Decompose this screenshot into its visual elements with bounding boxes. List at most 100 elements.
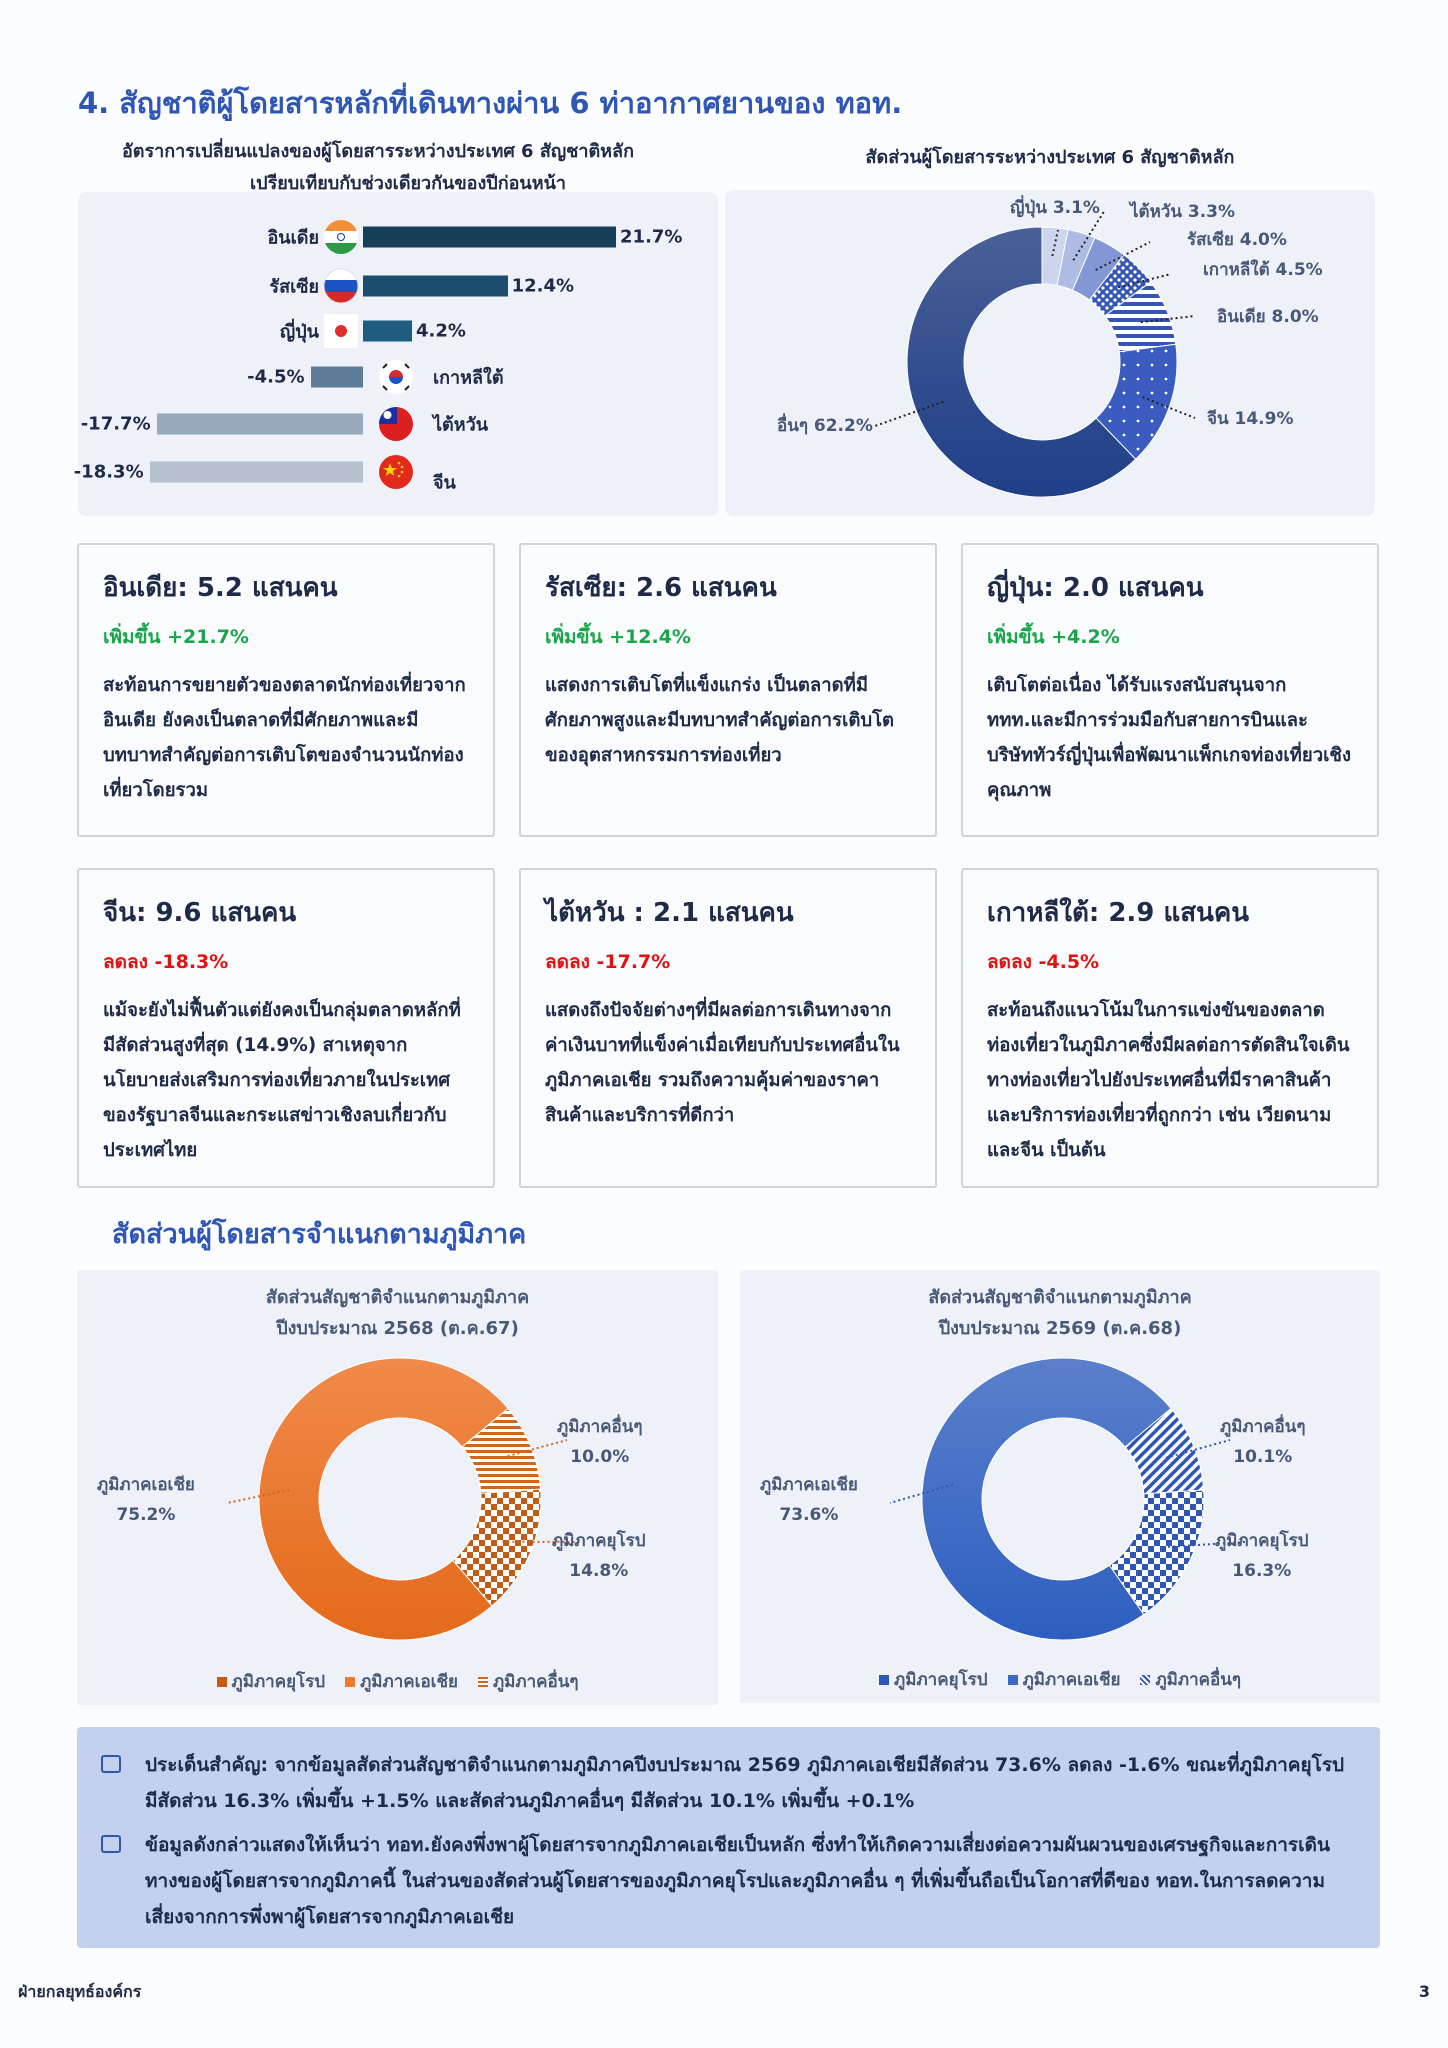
donut-legend: ภูมิภาคยุโรป ภูมิภาคเอเชีย ภูมิภาคอื่นๆ [77, 1668, 718, 1695]
bar-value-label: -18.3% [73, 461, 144, 483]
card-title: อินเดีย: 5.2 แสนคน [103, 573, 338, 603]
bar-chart-panel: 21.7% อินเดีย 12.4% รัสเซีย 4.2% ญี่ปุ่น -4.5%… [74, 192, 718, 516]
leader-line [226, 1489, 290, 1504]
card-title: จีน: 9.6 แสนคน [103, 898, 297, 928]
donut-label: ญี่ปุ่น 3.1% [1010, 198, 1100, 218]
donut-label: เกาหลีใต้ 4.5% [1203, 260, 1323, 280]
card-change: เพิ่มขึ้น +21.7% [103, 626, 249, 648]
bar-category-label: เกาหลีใต้ [433, 367, 504, 389]
card-body: สะท้อนการขยายตัวของตลาดนักท่องเที่ยวจากอ… [103, 675, 466, 801]
donut-label: ภูมิภาคเอเชีย 75.2% [97, 1470, 195, 1530]
legend-item: ภูมิภาคอื่นๆ [1140, 1670, 1241, 1690]
bar [310, 366, 363, 388]
bar [156, 413, 363, 435]
bar-chart-title-line2: เปรียบเทียบกับช่วงเดียวกันของปีก่อนหน้า [250, 173, 566, 194]
card-title: ไต้หวัน : 2.1 แสนคน [545, 898, 794, 928]
bar [363, 320, 412, 342]
donut-title: สัดส่วนสัญชาติจำแนกตามภูมิภาค ปีงบประมาณ … [740, 1282, 1380, 1344]
donut-label-value: 10.0% [570, 1447, 630, 1467]
donut-label: ภูมิภาคเอเชีย 73.6% [760, 1470, 858, 1530]
footer-department: ฝ่ายกลยุทธ์องค์กร [18, 1982, 142, 2001]
donut-label-value: 75.2% [116, 1505, 176, 1525]
bar-value-label: 4.2% [415, 320, 466, 342]
donut-label-name: ภูมิภาคอื่นๆ [557, 1417, 643, 1437]
leader-line [874, 400, 944, 427]
leader-line [502, 1439, 568, 1459]
donut-label-name: ภูมิภาคยุโรป [1215, 1531, 1309, 1551]
donut-label: ภูมิภาคยุโรป 14.8% [552, 1526, 646, 1586]
legend-swatch-icon [1007, 1675, 1018, 1685]
card-change: เพิ่มขึ้น +4.2% [987, 626, 1120, 648]
nationality-donut-title: สัดส่วนผู้โดยสารระหว่างประเทศ 6 สัญชาติห… [865, 147, 1235, 168]
donut-title-line1: สัดส่วนสัญชาติจำแนกตามภูมิภาค [265, 1287, 530, 1308]
legend-swatch-icon [345, 1677, 356, 1687]
donut-label-value: 16.3% [1232, 1561, 1292, 1581]
bar-chart-title-line1: อัตราการเปลี่ยนแปลงของผู้โดยสารระหว่างปร… [122, 141, 634, 162]
section-title-regions: สัดส่วนผู้โดยสารจำแนกตามภูมิภาค [112, 1219, 527, 1250]
leader-line [1117, 273, 1172, 289]
donut-label: จีน 14.9% [1207, 409, 1294, 429]
taiwan-flag-icon [378, 406, 414, 442]
legend-label: ภูมิภาคเอเชีย [1022, 1670, 1121, 1690]
russia-flag-icon [323, 268, 359, 304]
legend-label: ภูมิภาคอื่นๆ [1155, 1670, 1241, 1690]
donut-label-value: 73.6% [779, 1505, 839, 1525]
legend-label: ภูมิภาคยุโรป [231, 1672, 326, 1692]
donut-label: รัสเซีย 4.0% [1187, 230, 1287, 250]
nationality-card: ไต้หวัน : 2.1 แสนคนลดลง -17.7% แสดงถึงปัจ… [519, 868, 937, 1188]
card-body: เติบโตต่อเนื่อง ได้รับแรงสนับสนุนจาก ททท… [987, 675, 1351, 801]
key-point: ข้อมูลดังกล่าวแสดงให้เห็นว่า ทอท.ยังคงพึ… [101, 1827, 1350, 1935]
donut-chart [874, 209, 1196, 498]
bar-category-label: ไต้หวัน [433, 414, 489, 436]
legend-swatch-icon [216, 1677, 227, 1687]
donut-legend: ภูมิภาคยุโรป ภูมิภาคเอเชีย ภูมิภาคอื่นๆ [740, 1666, 1380, 1693]
key-points-box: ประเด็นสำคัญ: จากข้อมูลสัดส่วนสัญชาติจำแ… [77, 1727, 1380, 1948]
leader-line [889, 1483, 954, 1504]
donut-label: ภูมิภาคอื่นๆ 10.1% [1220, 1412, 1306, 1472]
china-flag-icon [378, 454, 414, 490]
donut-label-value: 10.1% [1233, 1447, 1293, 1467]
bar [149, 461, 363, 483]
legend-item: ภูมิภาคยุโรป [216, 1672, 326, 1692]
card-body: แม้จะยังไม่ฟื้นตัวแต่ยังคงเป็นกลุ่มตลาดห… [103, 1000, 461, 1161]
card-title: เกาหลีใต้: 2.9 แสนคน [987, 898, 1250, 928]
donut-chart [889, 1357, 1246, 1641]
key-point: ประเด็นสำคัญ: จากข้อมูลสัดส่วนสัญชาติจำแ… [101, 1747, 1350, 1819]
bar-chart-title: อัตราการเปลี่ยนแปลงของผู้โดยสารระหว่างปร… [78, 136, 678, 200]
leader-line [1165, 1439, 1231, 1459]
note-icon [101, 1755, 121, 1773]
bar-value-label: 21.7% [620, 226, 683, 248]
card-change: เพิ่มขึ้น +12.4% [545, 626, 691, 648]
japan-flag-icon [323, 313, 359, 349]
donut-chart [226, 1357, 583, 1641]
bar [363, 226, 617, 248]
donut-label-value: 14.8% [569, 1561, 629, 1581]
bar-value-label: -17.7% [80, 413, 151, 435]
donut-slice [906, 226, 1137, 498]
donut-label-name: ภูมิภาคอื่นๆ [1220, 1417, 1306, 1437]
card-change: ลดลง -17.7% [545, 951, 671, 973]
donut-label-name: ภูมิภาคยุโรป [552, 1531, 646, 1551]
bar-category-label: จีน [433, 472, 456, 494]
legend-swatch-icon [477, 1677, 488, 1687]
legend-label: ภูมิภาคเอเชีย [360, 1672, 458, 1692]
card-title: รัสเซีย: 2.6 แสนคน [545, 573, 777, 603]
nationality-card: เกาหลีใต้: 2.9 แสนคนลดลง -4.5% สะท้อนถึงแ… [961, 868, 1379, 1188]
card-body: แสดงถึงปัจจัยต่างๆที่มีผลต่อการเดินทางจา… [545, 1000, 900, 1126]
card-body: สะท้อนถึงแนวโน้มในการแข่งขันของตลาดท่องเ… [987, 1000, 1350, 1161]
legend-label: ภูมิภาคยุโรป [894, 1670, 988, 1690]
card-change: ลดลง -4.5% [987, 951, 1100, 973]
donut-label-name: ภูมิภาคเอเชีย [97, 1475, 195, 1495]
donut-title-line1: สัดส่วนสัญชาติจำแนกตามภูมิภาค [928, 1287, 1192, 1308]
legend-item: ภูมิภาคยุโรป [879, 1670, 988, 1690]
donut-label: ภูมิภาคยุโรป 16.3% [1215, 1526, 1309, 1586]
legend-swatch-icon [879, 1675, 890, 1685]
leader-line [1140, 315, 1196, 324]
india-flag-icon [323, 219, 359, 255]
legend-label: ภูมิภาคอื่นๆ [492, 1672, 579, 1692]
key-point-text: ข้อมูลดังกล่าวแสดงให้เห็นว่า ทอท.ยังคงพึ… [145, 1834, 1330, 1928]
nationality-card: รัสเซีย: 2.6 แสนคน เพิ่มขึ้น +12.4% แสดงกา… [519, 543, 937, 837]
nationality-card: ญี่ปุ่น: 2.0 แสนคน เพิ่มขึ้น +4.2% เติบโตต… [961, 543, 1379, 837]
donut-subtitle: ปีงบประมาณ 2568 (ต.ค.67) [276, 1318, 519, 1339]
donut-label: อินเดีย 8.0% [1217, 307, 1319, 327]
